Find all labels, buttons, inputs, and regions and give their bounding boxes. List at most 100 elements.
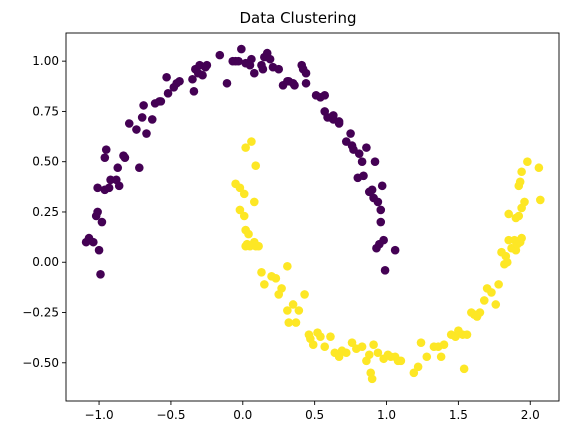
data-point bbox=[115, 182, 124, 191]
data-point bbox=[504, 210, 513, 219]
data-point bbox=[175, 77, 184, 86]
data-point bbox=[138, 113, 147, 122]
data-point bbox=[460, 365, 469, 374]
data-point bbox=[132, 125, 141, 134]
data-point bbox=[157, 97, 166, 106]
data-point bbox=[365, 350, 374, 359]
data-point bbox=[203, 61, 212, 70]
data-point bbox=[316, 332, 325, 341]
data-point bbox=[381, 266, 390, 275]
data-point bbox=[223, 79, 232, 88]
data-point bbox=[240, 190, 249, 199]
data-point bbox=[523, 157, 532, 166]
data-point bbox=[368, 186, 377, 195]
y-tick-label: −0.25 bbox=[22, 306, 59, 320]
data-point bbox=[93, 208, 102, 217]
data-point bbox=[190, 87, 199, 96]
x-tick-label: 1.5 bbox=[449, 408, 468, 422]
data-point bbox=[259, 65, 268, 74]
data-point bbox=[358, 157, 367, 166]
data-point bbox=[105, 184, 114, 193]
data-point bbox=[215, 51, 224, 60]
data-point bbox=[96, 270, 105, 279]
x-tick-label: −1.0 bbox=[84, 408, 113, 422]
data-point bbox=[89, 238, 98, 247]
data-point bbox=[237, 45, 246, 54]
data-point bbox=[368, 375, 377, 384]
data-point bbox=[290, 81, 299, 90]
data-point bbox=[491, 300, 500, 309]
data-point bbox=[320, 342, 329, 351]
x-tick-label: 0.0 bbox=[233, 408, 252, 422]
data-point bbox=[417, 338, 426, 347]
y-tick-label: 0.75 bbox=[32, 104, 59, 118]
data-point bbox=[463, 330, 472, 339]
data-point bbox=[148, 115, 157, 124]
data-point bbox=[517, 234, 526, 243]
data-point bbox=[250, 198, 259, 207]
data-point bbox=[240, 212, 249, 221]
data-point bbox=[476, 308, 485, 317]
data-point bbox=[198, 71, 207, 80]
data-point bbox=[437, 352, 446, 361]
data-point bbox=[535, 163, 544, 172]
data-point bbox=[292, 318, 301, 327]
data-point bbox=[244, 230, 253, 239]
data-point bbox=[309, 340, 318, 349]
data-point bbox=[371, 157, 380, 166]
data-point bbox=[374, 198, 383, 207]
data-point bbox=[139, 101, 148, 110]
data-point bbox=[520, 198, 529, 207]
data-point bbox=[378, 182, 387, 191]
data-point bbox=[250, 69, 259, 78]
data-point bbox=[95, 246, 104, 255]
data-point bbox=[272, 274, 281, 283]
data-point bbox=[101, 153, 110, 162]
data-point bbox=[260, 280, 269, 289]
data-point bbox=[277, 284, 286, 293]
y-tick-label: 0.50 bbox=[32, 155, 59, 169]
data-point bbox=[414, 363, 423, 372]
data-point bbox=[274, 65, 283, 74]
data-point bbox=[359, 171, 368, 180]
data-point bbox=[517, 167, 526, 176]
data-point bbox=[440, 340, 449, 349]
data-point bbox=[376, 218, 385, 227]
data-point bbox=[257, 268, 266, 277]
data-point bbox=[355, 149, 364, 158]
data-point bbox=[251, 161, 260, 170]
data-point bbox=[362, 143, 371, 152]
data-point bbox=[358, 342, 367, 351]
data-point bbox=[98, 218, 107, 227]
data-point bbox=[266, 55, 275, 64]
data-point bbox=[254, 242, 263, 251]
data-point bbox=[487, 288, 496, 297]
chart-title: Data Clustering bbox=[239, 9, 356, 27]
data-point bbox=[514, 212, 523, 221]
data-point bbox=[113, 163, 122, 172]
data-point bbox=[503, 258, 512, 267]
data-point bbox=[346, 129, 355, 138]
data-point bbox=[302, 69, 311, 78]
data-point bbox=[536, 196, 545, 205]
data-point bbox=[397, 356, 406, 365]
x-tick-label: 2.0 bbox=[521, 408, 540, 422]
data-point bbox=[391, 246, 400, 255]
y-tick-label: −0.50 bbox=[22, 356, 59, 370]
x-tick-label: −0.5 bbox=[156, 408, 185, 422]
data-point bbox=[335, 117, 344, 126]
data-point bbox=[162, 73, 171, 82]
data-point bbox=[247, 55, 256, 64]
y-tick-label: 1.00 bbox=[32, 54, 59, 68]
data-point bbox=[369, 340, 378, 349]
data-point bbox=[326, 332, 335, 341]
x-tick-label: 0.5 bbox=[305, 408, 324, 422]
data-point bbox=[121, 153, 130, 162]
data-point bbox=[379, 236, 388, 245]
data-point bbox=[320, 91, 329, 100]
data-point bbox=[494, 280, 503, 289]
data-point bbox=[102, 145, 111, 154]
data-point bbox=[300, 290, 309, 299]
